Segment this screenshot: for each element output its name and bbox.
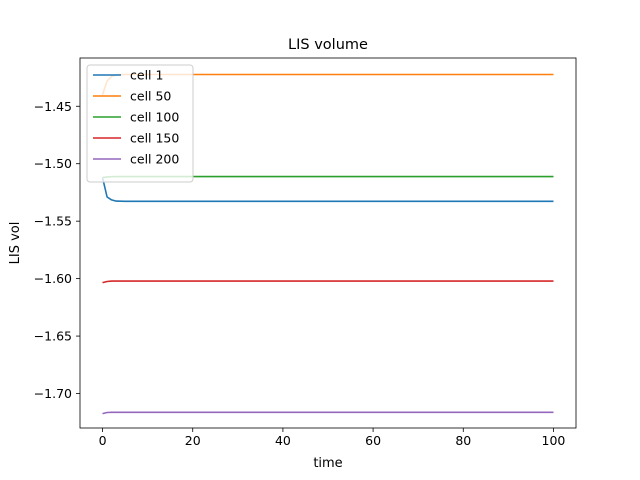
y-tick-label: −1.50 — [34, 156, 72, 171]
legend: cell 1 cell 50 cell 100 cell 150 cell 200 — [86, 64, 194, 183]
y-tick-label: −1.60 — [34, 271, 72, 286]
x-tick-label: 80 — [455, 433, 471, 448]
y-tick-label: −1.45 — [34, 99, 72, 114]
series-line-cell-1 — [101, 177, 554, 203]
legend-box — [86, 64, 194, 183]
plot-area-frame — [79, 57, 577, 429]
legend-label: cell 150 — [130, 131, 179, 146]
series-line-cell-200 — [102, 411, 554, 415]
legend-label: cell 200 — [130, 152, 179, 167]
legend-label: cell 50 — [130, 89, 171, 104]
x-axis: 0 20 40 60 80 100 — [99, 428, 566, 448]
legend-label: cell 100 — [130, 110, 179, 125]
x-tick-label: 60 — [365, 433, 381, 448]
x-tick-label: 0 — [99, 433, 107, 448]
x-tick-label: 40 — [275, 433, 291, 448]
y-axis-label: LIS vol — [8, 222, 23, 265]
x-tick-label: 20 — [185, 433, 201, 448]
chart-title: LIS volume — [288, 37, 368, 53]
y-axis: −1.70 −1.65 −1.60 −1.55 −1.50 −1.45 — [34, 99, 80, 401]
x-tick-label: 100 — [542, 433, 566, 448]
y-tick-label: −1.65 — [34, 329, 72, 344]
y-tick-label: −1.55 — [34, 214, 72, 229]
legend-label: cell 1 — [130, 68, 163, 83]
series-line-cell-150 — [102, 280, 554, 284]
x-axis-label: time — [313, 456, 342, 471]
y-tick-label: −1.70 — [34, 386, 72, 401]
